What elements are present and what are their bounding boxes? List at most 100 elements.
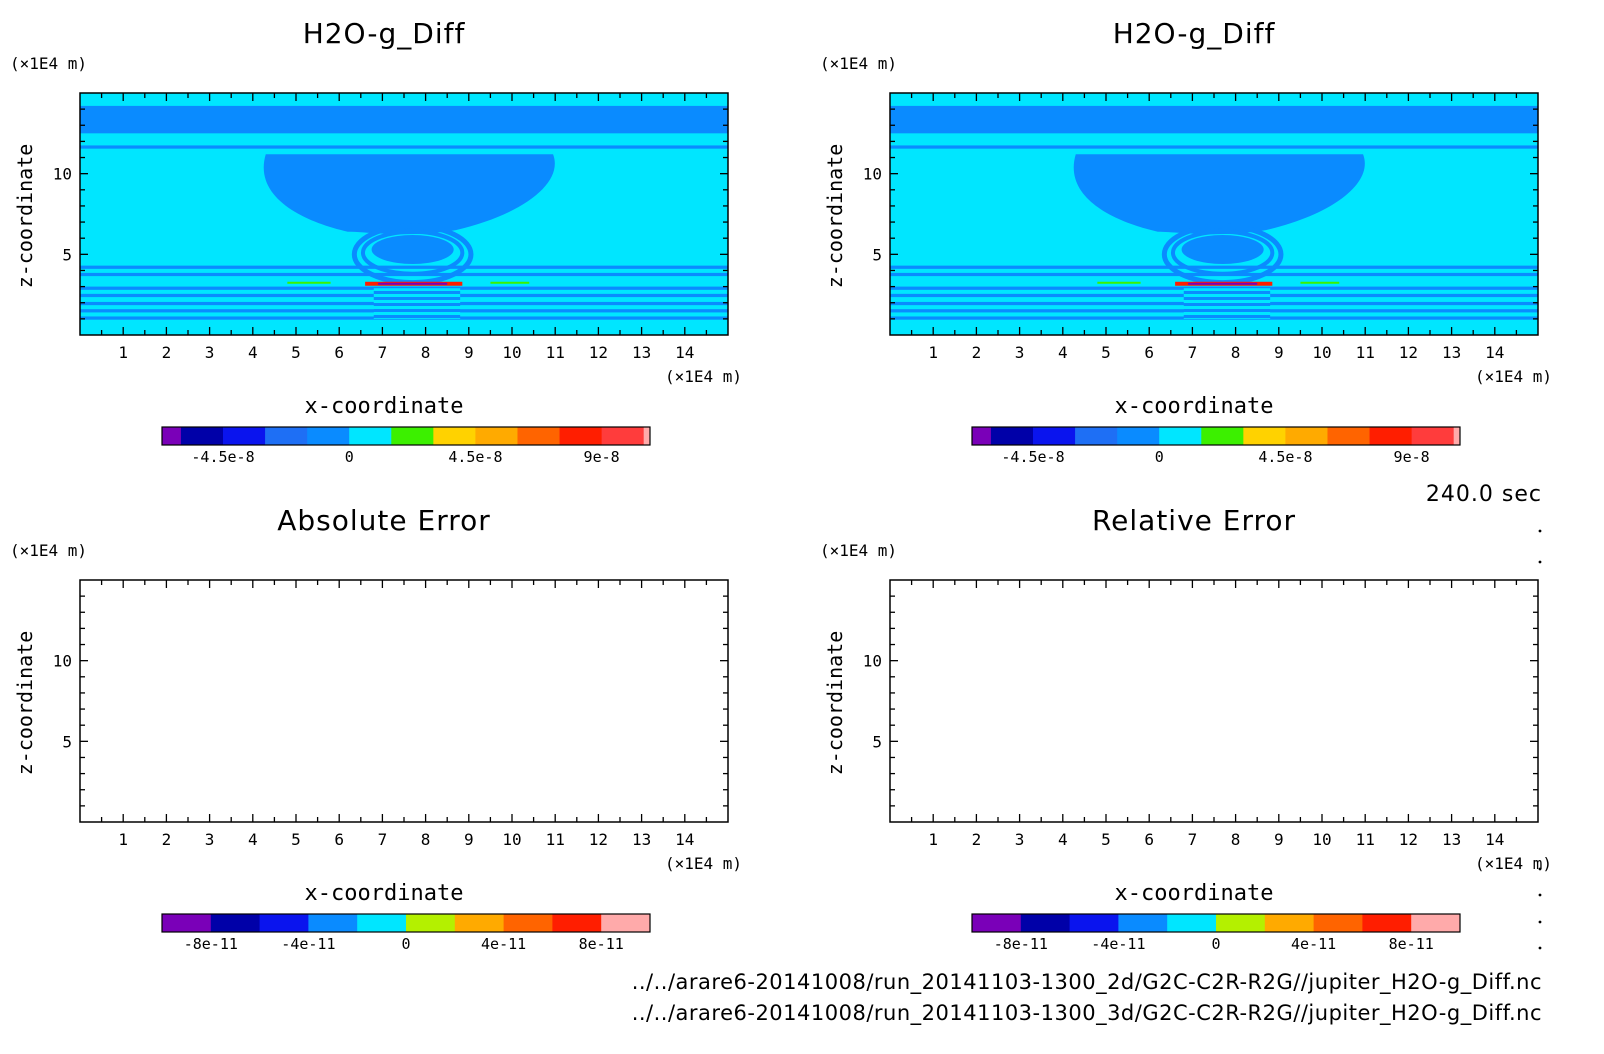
x-tick-label: 13 xyxy=(1442,343,1461,362)
colorbar-cell xyxy=(433,427,476,445)
x-unit-label: (×1E4 m) xyxy=(1475,367,1552,386)
field-cell-core xyxy=(371,234,454,265)
margin-dot xyxy=(1538,529,1542,533)
x-axis-label: x-coordinate xyxy=(305,881,464,906)
field-green-stripe xyxy=(1097,281,1141,284)
x-tick-label: 4 xyxy=(1058,830,1068,849)
x-tick-label: 9 xyxy=(1274,830,1284,849)
x-tick-label: 11 xyxy=(546,830,565,849)
colorbar-tick-label: 0 xyxy=(401,935,410,953)
field-top-band xyxy=(890,105,1538,134)
file-path-2d: ../../arare6-20141008/run_20141103-1300_… xyxy=(631,970,1542,994)
margin-dot xyxy=(1538,560,1542,564)
colorbar-cell xyxy=(503,914,553,932)
colorbar-cell xyxy=(1362,914,1412,932)
colorbar-cell xyxy=(1167,914,1217,932)
x-tick-label: 6 xyxy=(334,830,344,849)
y-tick-label: 5 xyxy=(62,732,72,751)
colorbar-cell xyxy=(391,427,434,445)
x-tick-label: 13 xyxy=(632,343,651,362)
panel-2 xyxy=(79,579,729,933)
colorbar-cell xyxy=(265,427,308,445)
panel-title: H2O-g_Diff xyxy=(303,17,466,50)
x-tick-label: 3 xyxy=(1015,830,1025,849)
panel-title: Absolute Error xyxy=(277,504,491,537)
colorbar-frame xyxy=(971,913,1461,933)
file-path-3d: ../../arare6-20141008/run_20141103-1300_… xyxy=(631,1001,1542,1025)
colorbar-cell xyxy=(1411,914,1461,932)
colorbar-cell xyxy=(1075,427,1118,445)
x-tick-label: 3 xyxy=(205,343,215,362)
y-tick-label: 10 xyxy=(863,165,882,184)
x-tick-label: 9 xyxy=(464,830,474,849)
colorbar-frame xyxy=(161,426,651,446)
y-axis-label: z-coordinate xyxy=(13,144,37,289)
x-tick-label: 4 xyxy=(1058,343,1068,362)
plot-frame xyxy=(79,579,729,823)
x-tick-label: 1 xyxy=(928,830,938,849)
field-band xyxy=(890,286,1538,290)
y-tick-label: 5 xyxy=(872,732,882,751)
colorbar-cell xyxy=(1118,914,1168,932)
panel-1 xyxy=(889,92,1539,446)
x-tick-label: 6 xyxy=(1144,830,1154,849)
x-tick-label: 11 xyxy=(546,343,565,362)
field-green-stripe xyxy=(490,281,530,284)
y-tick-label: 10 xyxy=(53,652,72,671)
colorbar-cell xyxy=(601,914,651,932)
colorbar-cell xyxy=(552,914,602,932)
colorbar-cell xyxy=(1313,914,1363,932)
field-band xyxy=(80,265,728,269)
x-tick-label: 3 xyxy=(205,830,215,849)
field-band xyxy=(80,286,728,290)
colorbar-cell xyxy=(559,427,603,445)
x-tick-label: 12 xyxy=(1399,830,1418,849)
y-tick-label: 10 xyxy=(863,652,882,671)
x-axis-label: x-coordinate xyxy=(1115,394,1274,419)
x-tick-label: 3 xyxy=(1015,343,1025,362)
colorbar-tick-label: -4e-11 xyxy=(1091,935,1145,953)
colorbar-cell xyxy=(1020,914,1071,932)
colorbar-cell xyxy=(1369,427,1413,445)
x-tick-label: 8 xyxy=(421,830,431,849)
y-axis-label: z-coordinate xyxy=(13,631,37,776)
colorbar-tick-label: -4e-11 xyxy=(281,935,335,953)
x-tick-label: 9 xyxy=(464,343,474,362)
colorbar-cell xyxy=(162,427,182,445)
x-tick-label: 5 xyxy=(291,830,301,849)
x-tick-label: 7 xyxy=(1188,830,1198,849)
panel-3 xyxy=(889,579,1539,933)
field-distortion xyxy=(1183,288,1271,319)
colorbar-cell xyxy=(223,427,266,445)
colorbar-cell xyxy=(972,914,1022,932)
x-tick-label: 14 xyxy=(675,830,694,849)
x-tick-label: 14 xyxy=(675,343,694,362)
x-tick-label: 10 xyxy=(502,830,521,849)
plot-frame xyxy=(889,579,1539,823)
colorbar-cell xyxy=(475,427,518,445)
y-tick-label: 5 xyxy=(872,245,882,264)
colorbar-cell xyxy=(1216,914,1266,932)
field-hot-core xyxy=(378,282,448,285)
x-tick-label: 8 xyxy=(421,343,431,362)
x-tick-label: 4 xyxy=(248,830,258,849)
panel-0 xyxy=(79,92,729,446)
colorbar-cell xyxy=(1327,427,1371,445)
colorbar-frame xyxy=(971,426,1461,446)
colorbar-tick-label: 0 xyxy=(1211,935,1220,953)
colorbar-cell xyxy=(643,427,651,445)
colorbar-cell xyxy=(454,914,505,932)
y-tick-label: 5 xyxy=(62,245,72,264)
x-tick-label: 7 xyxy=(1188,343,1198,362)
field-cell-core xyxy=(1181,234,1264,265)
colorbar-tick-label: 4e-11 xyxy=(481,935,526,953)
colorbar-tick-label: 9e-8 xyxy=(1394,448,1430,466)
x-tick-label: 8 xyxy=(1231,830,1241,849)
colorbar-tick-label: 8e-11 xyxy=(579,935,624,953)
colorbar-cell xyxy=(308,914,358,932)
y-axis-label: z-coordinate xyxy=(823,144,847,289)
x-tick-label: 1 xyxy=(928,343,938,362)
colorbar-cell xyxy=(180,427,224,445)
colorbar-cell xyxy=(990,427,1034,445)
